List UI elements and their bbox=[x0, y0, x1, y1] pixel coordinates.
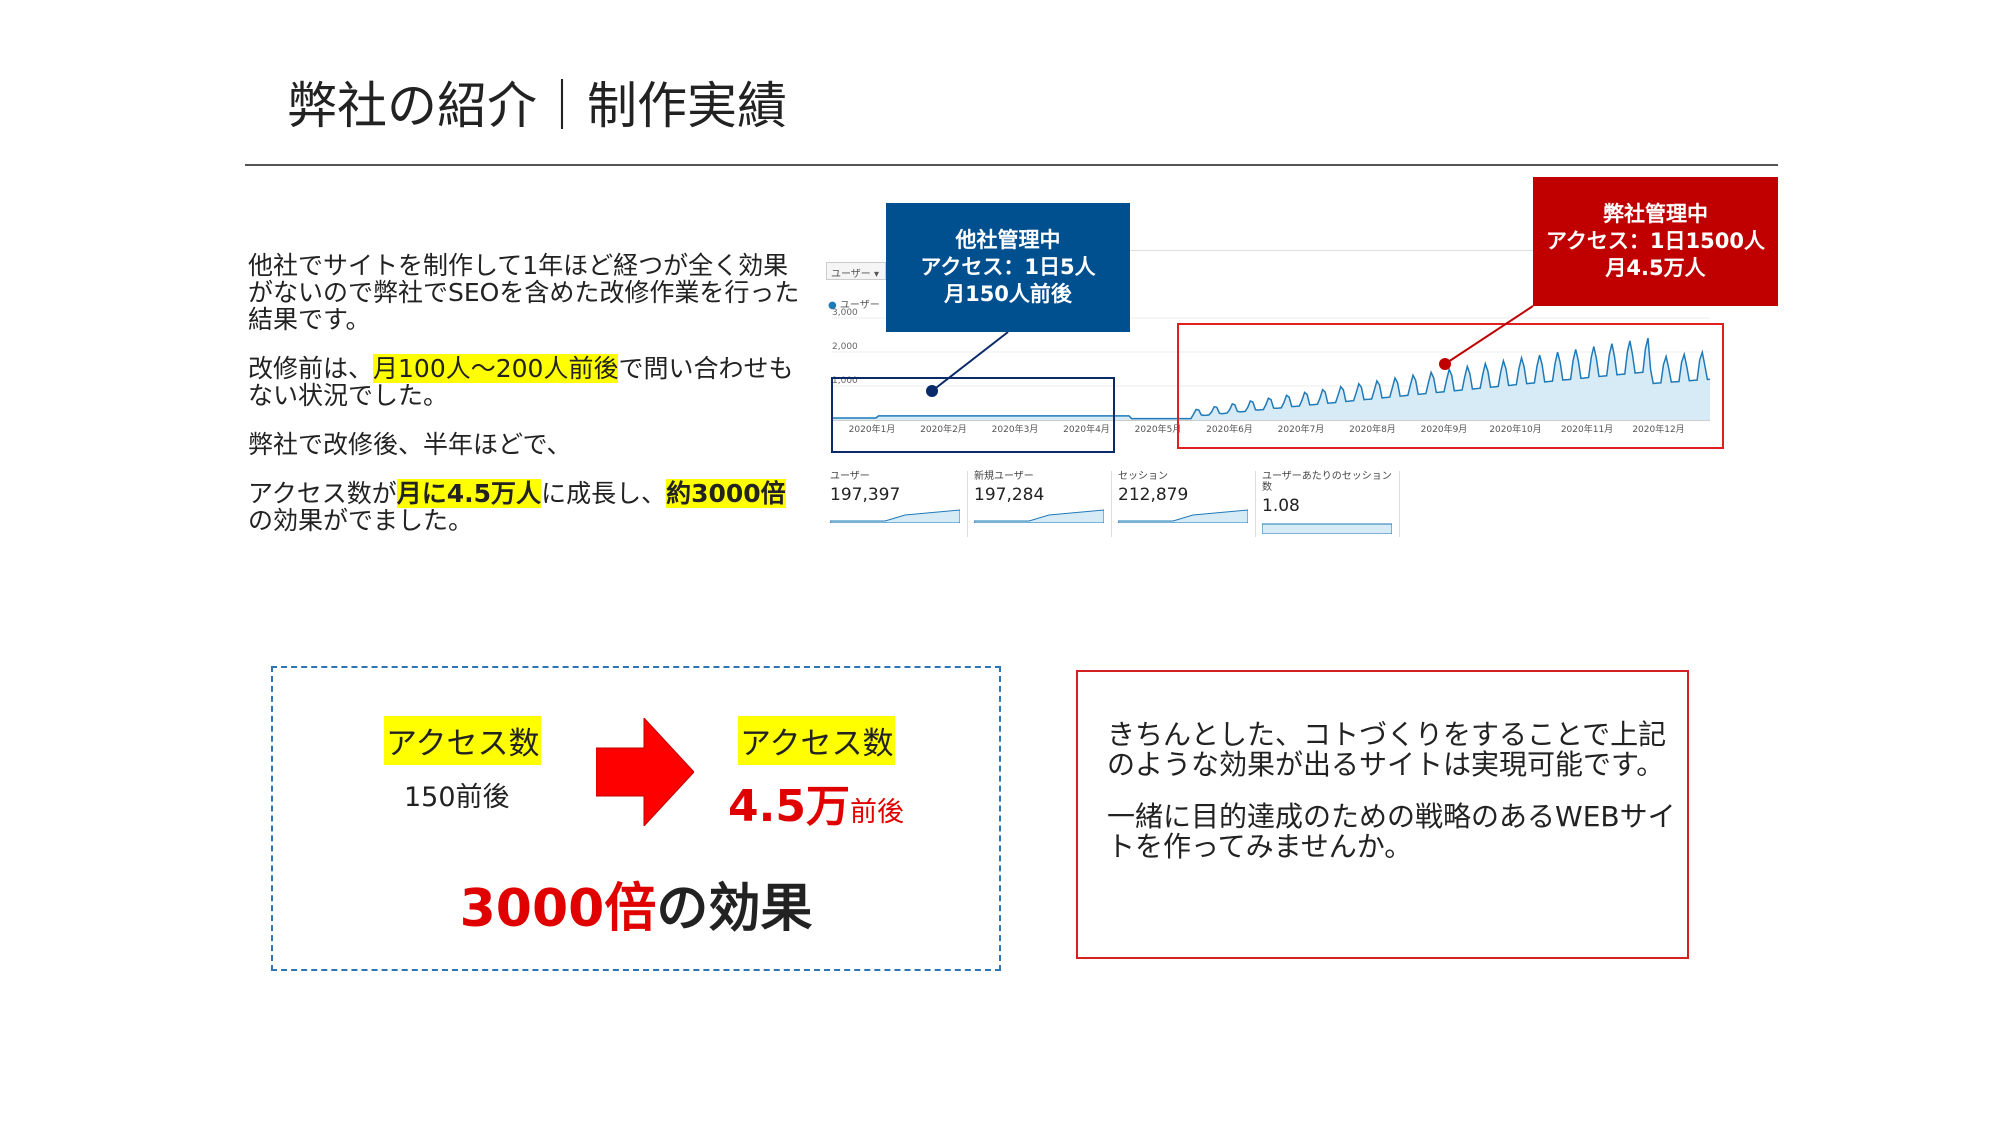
stat-card: セッション 212,879 bbox=[1116, 471, 1256, 537]
after-suffix: 前後 bbox=[849, 797, 904, 828]
stat-label: ユーザーあたりのセッション数 bbox=[1262, 471, 1392, 493]
chart-top-line bbox=[886, 250, 1716, 251]
stat-value: 197,284 bbox=[974, 485, 1045, 505]
text: で問い合わせもない状況でした。 bbox=[248, 354, 794, 410]
stat-card: 新規ユーザー 197,284 bbox=[972, 471, 1112, 537]
y-tick-label: 2,000 bbox=[832, 342, 858, 352]
x-tick-label: 2020年4月 bbox=[1063, 423, 1110, 435]
users-line-chart: 3,000 2,000 1,000 2020年1月 2020年2月 2020年3月 2020… bbox=[832, 308, 1711, 435]
title-divider bbox=[245, 164, 1778, 166]
before-marker bbox=[926, 385, 938, 397]
before-period-highlight bbox=[831, 377, 1115, 453]
before-label: アクセス数 bbox=[384, 716, 542, 765]
previous-management-callout: 他社管理中 アクセス：1日5人 月150人前後 bbox=[886, 203, 1130, 332]
message-paragraph: きちんとした、コトづくりをすることで上記のような効果が出るサイトは実現可能です。 bbox=[1107, 718, 1667, 781]
before-value: 150前後 bbox=[404, 782, 510, 813]
x-tick-label: 2020年7月 bbox=[1278, 423, 1325, 435]
x-tick-label: 2020年10月 bbox=[1489, 423, 1541, 435]
text: に成長し、 bbox=[541, 479, 667, 508]
highlight-before: 月100人～200人前後 bbox=[373, 354, 619, 383]
y-tick-label: 3,000 bbox=[832, 308, 858, 318]
legend-label: ユーザー bbox=[839, 300, 880, 311]
callout-line: アクセス：1日1500人 bbox=[1545, 229, 1765, 253]
after-number: 4.5万 bbox=[728, 781, 850, 832]
after-marker bbox=[1439, 358, 1451, 370]
after-period-highlight bbox=[1177, 323, 1724, 449]
effect-headline: 3000倍の効果 bbox=[271, 866, 1001, 941]
text: の効果がでました。 bbox=[248, 506, 474, 535]
highlight-multiplier: 約3000倍 bbox=[666, 479, 786, 508]
description-text: 他社でサイトを制作して1年ほど経つが全く効果がないので弊社でSEOを含めた改修作… bbox=[248, 252, 808, 556]
callout-line: 他社管理中 bbox=[955, 228, 1061, 252]
x-tick-label: 2020年9月 bbox=[1421, 423, 1468, 435]
x-tick-label: 2020年6月 bbox=[1206, 423, 1253, 435]
chart-legend: ● ユーザー bbox=[828, 296, 880, 311]
callout-line: 弊社管理中 bbox=[1603, 202, 1708, 226]
paragraph-after: 弊社で改修後、半年ほどで、 bbox=[248, 430, 572, 459]
comparison-box bbox=[271, 666, 1001, 971]
paragraph-intro: 他社でサイトを制作して1年ほど経つが全く効果がないので弊社でSEOを含めた改修作… bbox=[248, 251, 800, 334]
x-tick-label: 2020年1月 bbox=[849, 423, 896, 435]
highlight-monthly: 月に4.5万人 bbox=[396, 479, 542, 508]
metric-dropdown[interactable]: ユーザー ▾ bbox=[826, 262, 886, 280]
x-tick-label: 2020年3月 bbox=[992, 423, 1039, 435]
legend-dot-icon: ● bbox=[828, 300, 837, 311]
stat-label: 新規ユーザー bbox=[974, 471, 1034, 482]
x-tick-label: 2020年12月 bbox=[1632, 423, 1684, 435]
x-tick-label: 2020年2月 bbox=[920, 423, 967, 435]
x-tick-label: 2020年11月 bbox=[1561, 423, 1613, 435]
arrow-right-icon bbox=[596, 718, 694, 826]
callout-line: 月4.5万人 bbox=[1605, 256, 1706, 280]
stat-value: 197,397 bbox=[830, 485, 901, 505]
x-tick-label: 2020年8月 bbox=[1349, 423, 1396, 435]
text: アクセス数が bbox=[248, 479, 397, 508]
effect-multiplier: 3000倍 bbox=[459, 879, 657, 939]
chart-area bbox=[832, 338, 1710, 420]
y-tick-label: 1,000 bbox=[832, 376, 858, 386]
stat-card: ユーザー 197,397 bbox=[828, 471, 968, 537]
message-paragraph: 一緒に目的達成のための戦略のあるWEBサイトを作ってみませんか。 bbox=[1107, 800, 1676, 863]
page-title: 弊社の紹介｜制作実績 bbox=[287, 77, 787, 135]
our-management-callout: 弊社管理中 アクセス：1日1500人 月4.5万人 bbox=[1533, 177, 1778, 306]
callout-line: 月150人前後 bbox=[944, 282, 1072, 306]
paragraph-result: アクセス数が月に4.5万人に成長し、約3000倍の効果がでました。 bbox=[248, 479, 808, 535]
chart-line bbox=[832, 337, 1711, 420]
callout-line: アクセス：1日5人 bbox=[920, 255, 1096, 279]
stat-value: 212,879 bbox=[1118, 485, 1189, 505]
message-text: きちんとした、コトづくりをすることで上記のような効果が出るサイトは実現可能です。… bbox=[1107, 720, 1677, 884]
message-box bbox=[1076, 670, 1689, 959]
stat-label: ユーザー bbox=[830, 471, 870, 482]
x-tick-label: 2020年5月 bbox=[1135, 423, 1182, 435]
after-value: 4.5万前後 bbox=[728, 770, 904, 834]
stat-value: 1.08 bbox=[1262, 496, 1300, 516]
text: 改修前は、 bbox=[248, 354, 374, 383]
paragraph-before: 改修前は、月100人～200人前後で問い合わせもない状況でした。 bbox=[248, 354, 808, 410]
effect-text: の効果 bbox=[656, 879, 813, 939]
stat-label: セッション bbox=[1118, 471, 1168, 482]
after-label: アクセス数 bbox=[738, 716, 896, 765]
stat-card: ユーザーあたりのセッション数 1.08 bbox=[1260, 471, 1400, 537]
